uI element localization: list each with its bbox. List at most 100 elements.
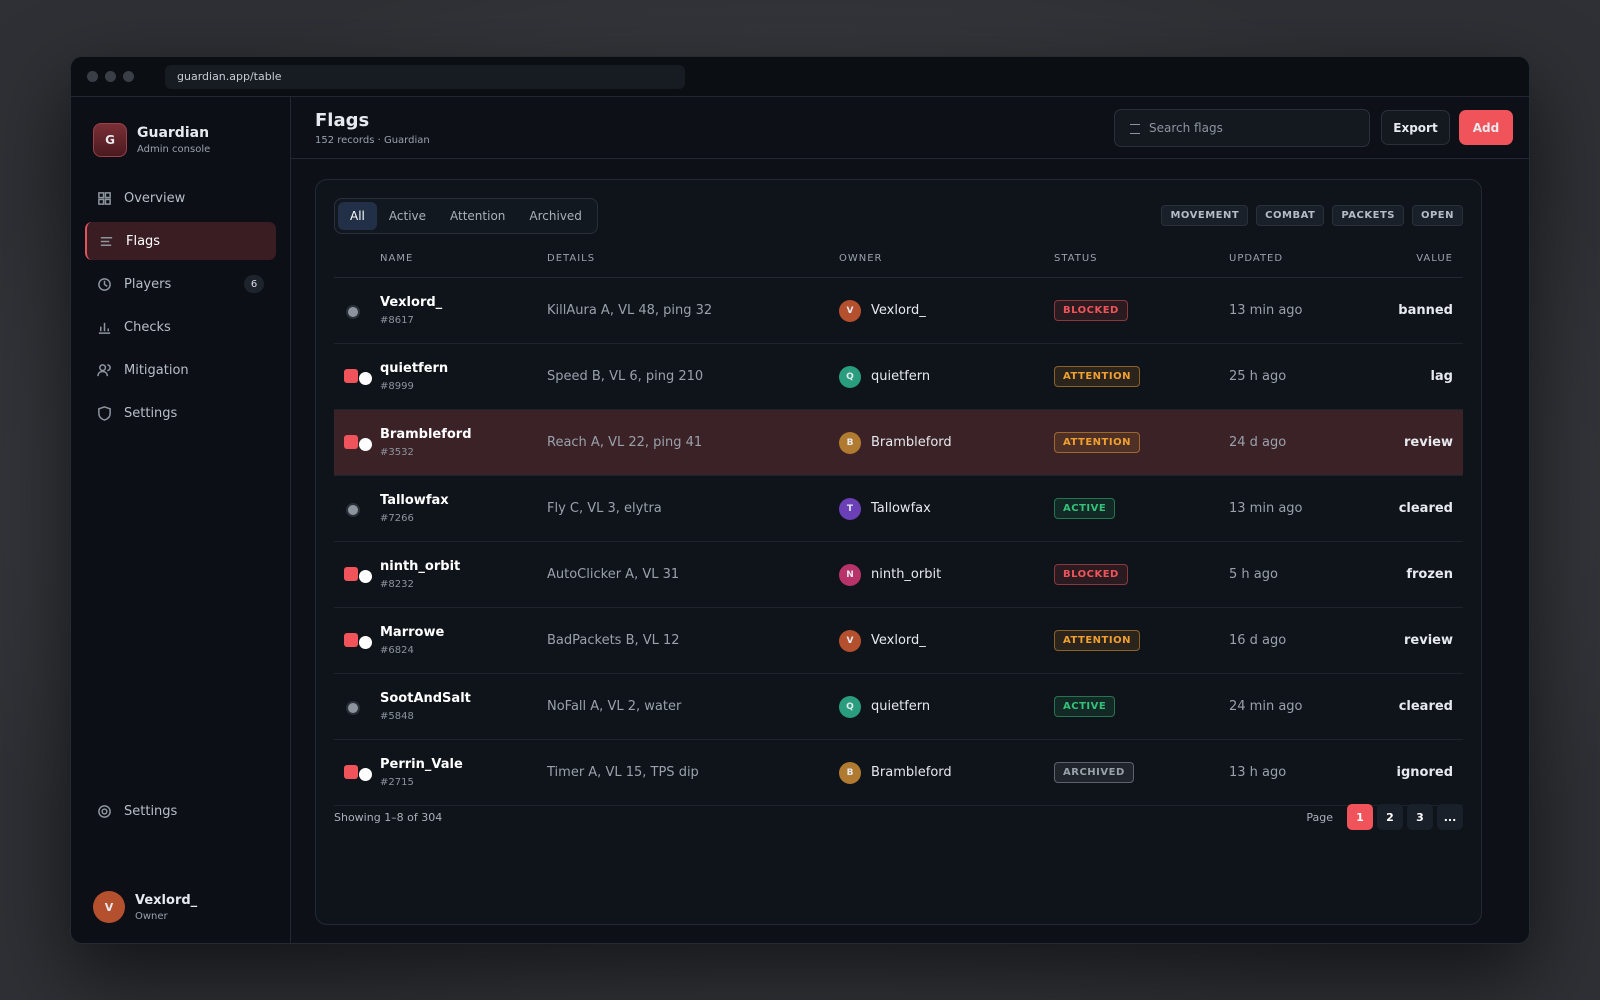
toggle[interactable]	[344, 302, 374, 320]
filter-chip[interactable]: PACKETS	[1332, 205, 1404, 226]
user-name: Vexlord_	[135, 892, 198, 908]
nav-item[interactable]: Checks	[85, 308, 276, 346]
toggle[interactable]	[344, 500, 374, 518]
header: Flags 152 records · Guardian Search flag…	[291, 97, 1529, 159]
table-row[interactable]: Tallowfax #7266 Fly C, VL 3, elytra T Tallow…	[334, 476, 1463, 542]
toggle[interactable]	[344, 434, 374, 452]
toggle[interactable]	[344, 632, 374, 650]
nav-label: Settings	[124, 405, 178, 421]
id: #8999	[380, 381, 414, 392]
tab[interactable]: All	[338, 202, 377, 230]
table-row[interactable]: Brambleford #3532 Reach A, VL 22, ping 41 B…	[334, 410, 1463, 476]
add-button[interactable]: Add	[1459, 110, 1513, 145]
status-cell: BLOCKED	[1054, 300, 1229, 321]
page-button[interactable]: ...	[1437, 804, 1463, 830]
tab[interactable]: Archived	[529, 209, 582, 223]
toggle-on	[344, 632, 358, 647]
filter-chip[interactable]: OPEN	[1411, 205, 1463, 226]
status-cell: ATTENTION	[1054, 630, 1229, 651]
details: AutoClicker A, VL 31	[547, 567, 680, 582]
owner: ninth_orbit	[871, 567, 942, 582]
nav-item[interactable]: Mitigation	[85, 351, 276, 389]
details: Timer A, VL 15, TPS dip	[547, 765, 699, 780]
toggle[interactable]	[344, 368, 374, 386]
owner-cell: B Brambleford	[839, 431, 1054, 454]
tab[interactable]: Active	[388, 209, 427, 223]
nav-item[interactable]: Settings	[85, 792, 276, 830]
column-header: UPDATED	[1229, 253, 1284, 264]
logo: G	[93, 123, 127, 157]
toggle-knob	[359, 569, 372, 583]
updated: 13 min ago	[1229, 501, 1303, 516]
value: review	[1404, 633, 1453, 648]
table-row[interactable]: Marrowe #6824 BadPackets B, VL 12 V Vexlord_…	[334, 608, 1463, 674]
nav-item[interactable]: Settings	[85, 394, 276, 432]
table-footer: Showing 1–8 of 304 Page 1 2 3...	[334, 804, 1463, 830]
owner-avatar: N	[839, 563, 861, 586]
toggle-knob	[359, 635, 372, 649]
toggle-off	[346, 502, 360, 517]
toggle-on	[344, 566, 358, 581]
owner-cell: V Vexlord_	[839, 299, 1054, 322]
nav-item[interactable]: Overview	[85, 179, 276, 217]
name: Marrowe	[380, 625, 445, 640]
table-row[interactable]: Perrin_Vale #2715 Timer A, VL 15, TPS dip B…	[334, 740, 1463, 806]
nav-label: Players	[124, 276, 172, 292]
nav-label: Checks	[124, 319, 171, 335]
tab[interactable]: Attention	[450, 209, 506, 223]
user[interactable]: V Vexlord_ Owner	[93, 891, 197, 923]
owner: Vexlord_	[871, 303, 926, 318]
toggle[interactable]	[344, 566, 374, 584]
value: ignored	[1396, 765, 1453, 780]
nav-item[interactable]: Flags	[85, 222, 276, 260]
search[interactable]: Search flags	[1114, 109, 1370, 147]
nav-label: Flags	[126, 233, 161, 249]
details: Reach A, VL 22, ping 41	[547, 435, 703, 450]
owner: Brambleford	[871, 765, 952, 780]
nav-item[interactable]: Players 6	[85, 265, 276, 303]
id: #8617	[380, 315, 414, 326]
nav: Overview Flags Players 6 Checks Mitigation Set…	[71, 179, 290, 432]
status-badge: BLOCKED	[1054, 300, 1128, 321]
value: lag	[1430, 369, 1453, 384]
value: cleared	[1398, 699, 1453, 714]
owner-cell: V Vexlord_	[839, 629, 1054, 652]
name: SootAndSalt	[380, 691, 471, 706]
filter-chip[interactable]: COMBAT	[1256, 205, 1325, 226]
user-role: Owner	[135, 910, 168, 922]
value: frozen	[1406, 567, 1453, 582]
filter-chip[interactable]: MOVEMENT	[1161, 205, 1249, 226]
table-row[interactable]: Vexlord_ #8617 KillAura A, VL 48, ping 32 V…	[334, 278, 1463, 344]
url-bar[interactable]: guardian.app/table	[165, 64, 685, 89]
value: cleared	[1398, 501, 1453, 516]
page-button[interactable]: 1	[1347, 804, 1373, 830]
owner-avatar: Q	[839, 695, 861, 718]
updated: 13 min ago	[1229, 303, 1303, 318]
brand-name: Guardian	[137, 125, 210, 141]
toggle[interactable]	[344, 698, 374, 716]
owner: quietfern	[871, 369, 931, 384]
owner-avatar: T	[839, 497, 861, 520]
nav-label: Settings	[124, 803, 178, 819]
toggle-off	[346, 700, 360, 715]
toggle-off	[346, 304, 360, 319]
status-cell: ARCHIVED	[1054, 762, 1229, 783]
avatar: V	[93, 891, 125, 923]
toggle[interactable]	[344, 764, 374, 782]
status-badge: ATTENTION	[1054, 366, 1140, 387]
page-button[interactable]: 3	[1407, 804, 1433, 830]
column-header: VALUE	[1416, 253, 1453, 264]
page-button[interactable]: 2	[1377, 804, 1403, 830]
table-header: NAME DETAILS OWNER STATUS UPDATED VALUE	[334, 240, 1463, 278]
name-cell: Brambleford #3532	[380, 427, 547, 458]
id: #5848	[380, 711, 414, 722]
nav-label: Overview	[124, 190, 186, 206]
id: #8232	[380, 579, 414, 590]
export-button[interactable]: Export	[1381, 110, 1450, 145]
name-cell: Perrin_Vale #2715	[380, 757, 547, 788]
